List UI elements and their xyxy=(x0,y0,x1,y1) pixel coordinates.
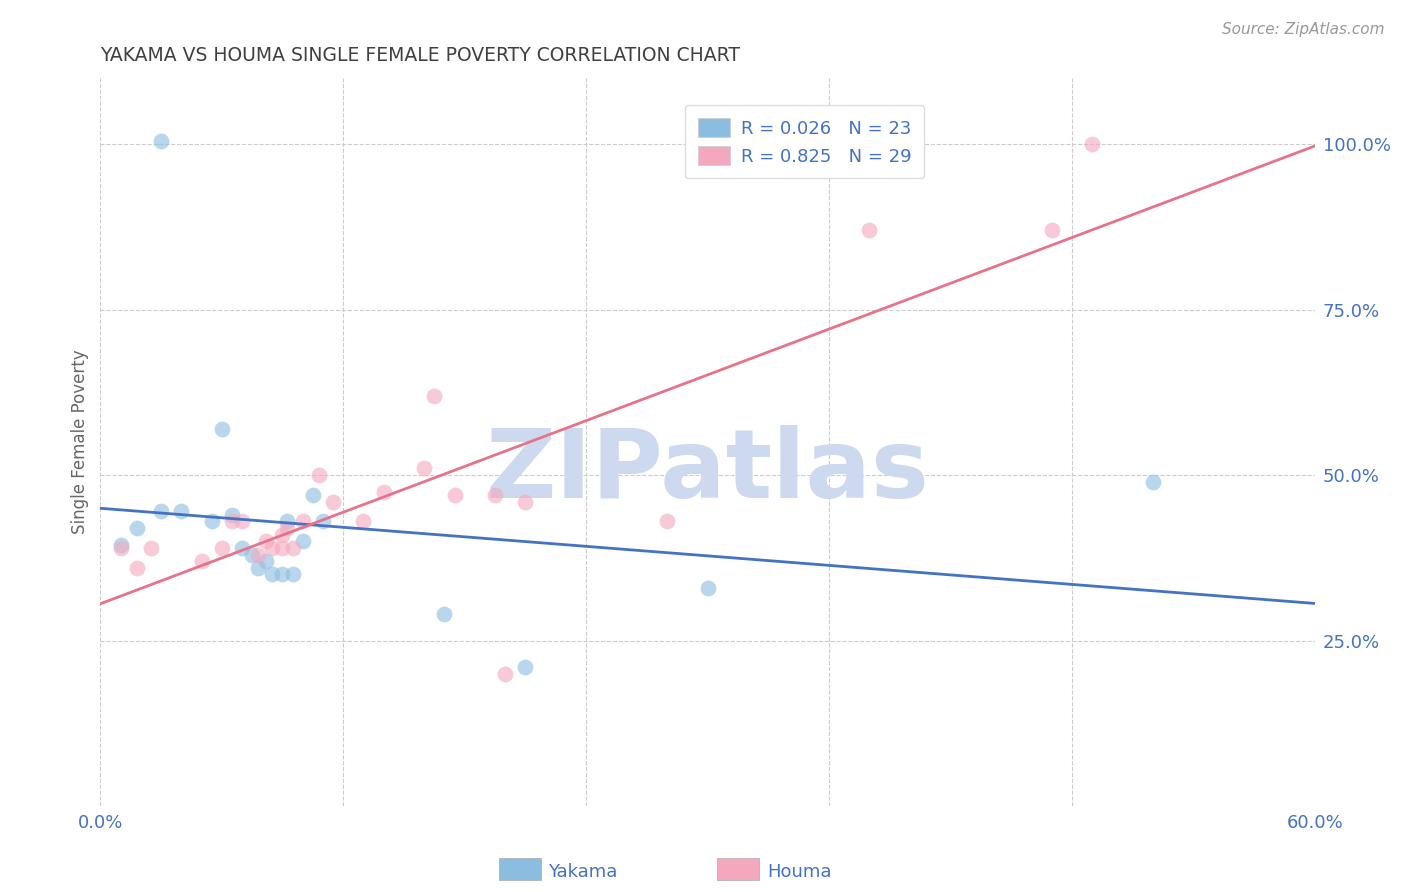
Point xyxy=(125,560,148,574)
Point xyxy=(302,488,325,502)
Point xyxy=(858,223,880,237)
Point xyxy=(247,548,270,562)
Point xyxy=(271,541,294,555)
Point xyxy=(190,554,212,568)
Text: Source: ZipAtlas.com: Source: ZipAtlas.com xyxy=(1222,22,1385,37)
Point xyxy=(211,541,233,555)
Point xyxy=(291,534,314,549)
Point xyxy=(221,508,243,522)
Point xyxy=(1142,475,1164,489)
Point xyxy=(262,541,284,555)
Point xyxy=(110,538,132,552)
Text: Yakama: Yakama xyxy=(548,863,617,881)
Point xyxy=(373,484,395,499)
Point xyxy=(262,567,284,582)
Point xyxy=(231,515,253,529)
Point xyxy=(353,515,375,529)
Point xyxy=(170,504,193,518)
Point xyxy=(231,541,253,555)
Legend: R = 0.026   N = 23, R = 0.825   N = 29: R = 0.026 N = 23, R = 0.825 N = 29 xyxy=(685,105,924,178)
Point xyxy=(254,534,277,549)
Point xyxy=(1040,223,1063,237)
Point xyxy=(211,422,233,436)
Point xyxy=(110,541,132,555)
Point xyxy=(515,494,537,508)
Point xyxy=(240,548,263,562)
Point xyxy=(201,515,224,529)
Point xyxy=(322,494,344,508)
Point xyxy=(281,541,304,555)
Point xyxy=(443,488,465,502)
Point xyxy=(1081,137,1104,152)
Point xyxy=(276,515,298,529)
Text: YAKAMA VS HOUMA SINGLE FEMALE POVERTY CORRELATION CHART: YAKAMA VS HOUMA SINGLE FEMALE POVERTY CO… xyxy=(100,46,741,65)
Y-axis label: Single Female Poverty: Single Female Poverty xyxy=(72,350,89,534)
Point xyxy=(433,607,456,621)
Point xyxy=(254,554,277,568)
Point xyxy=(413,461,436,475)
Point xyxy=(696,581,718,595)
Point xyxy=(281,567,304,582)
Text: Houma: Houma xyxy=(768,863,832,881)
Point xyxy=(484,488,506,502)
Point xyxy=(312,515,335,529)
Point xyxy=(271,567,294,582)
Point xyxy=(494,666,516,681)
Point xyxy=(308,468,330,483)
Point xyxy=(221,515,243,529)
Point xyxy=(655,515,678,529)
Point xyxy=(515,660,537,674)
Point xyxy=(247,560,270,574)
Point xyxy=(150,134,173,148)
Point xyxy=(125,521,148,535)
Point xyxy=(276,521,298,535)
Point xyxy=(139,541,162,555)
Text: ZIPatlas: ZIPatlas xyxy=(485,425,929,517)
Point xyxy=(291,515,314,529)
Point xyxy=(271,527,294,541)
Point xyxy=(423,389,446,403)
Point xyxy=(150,504,173,518)
